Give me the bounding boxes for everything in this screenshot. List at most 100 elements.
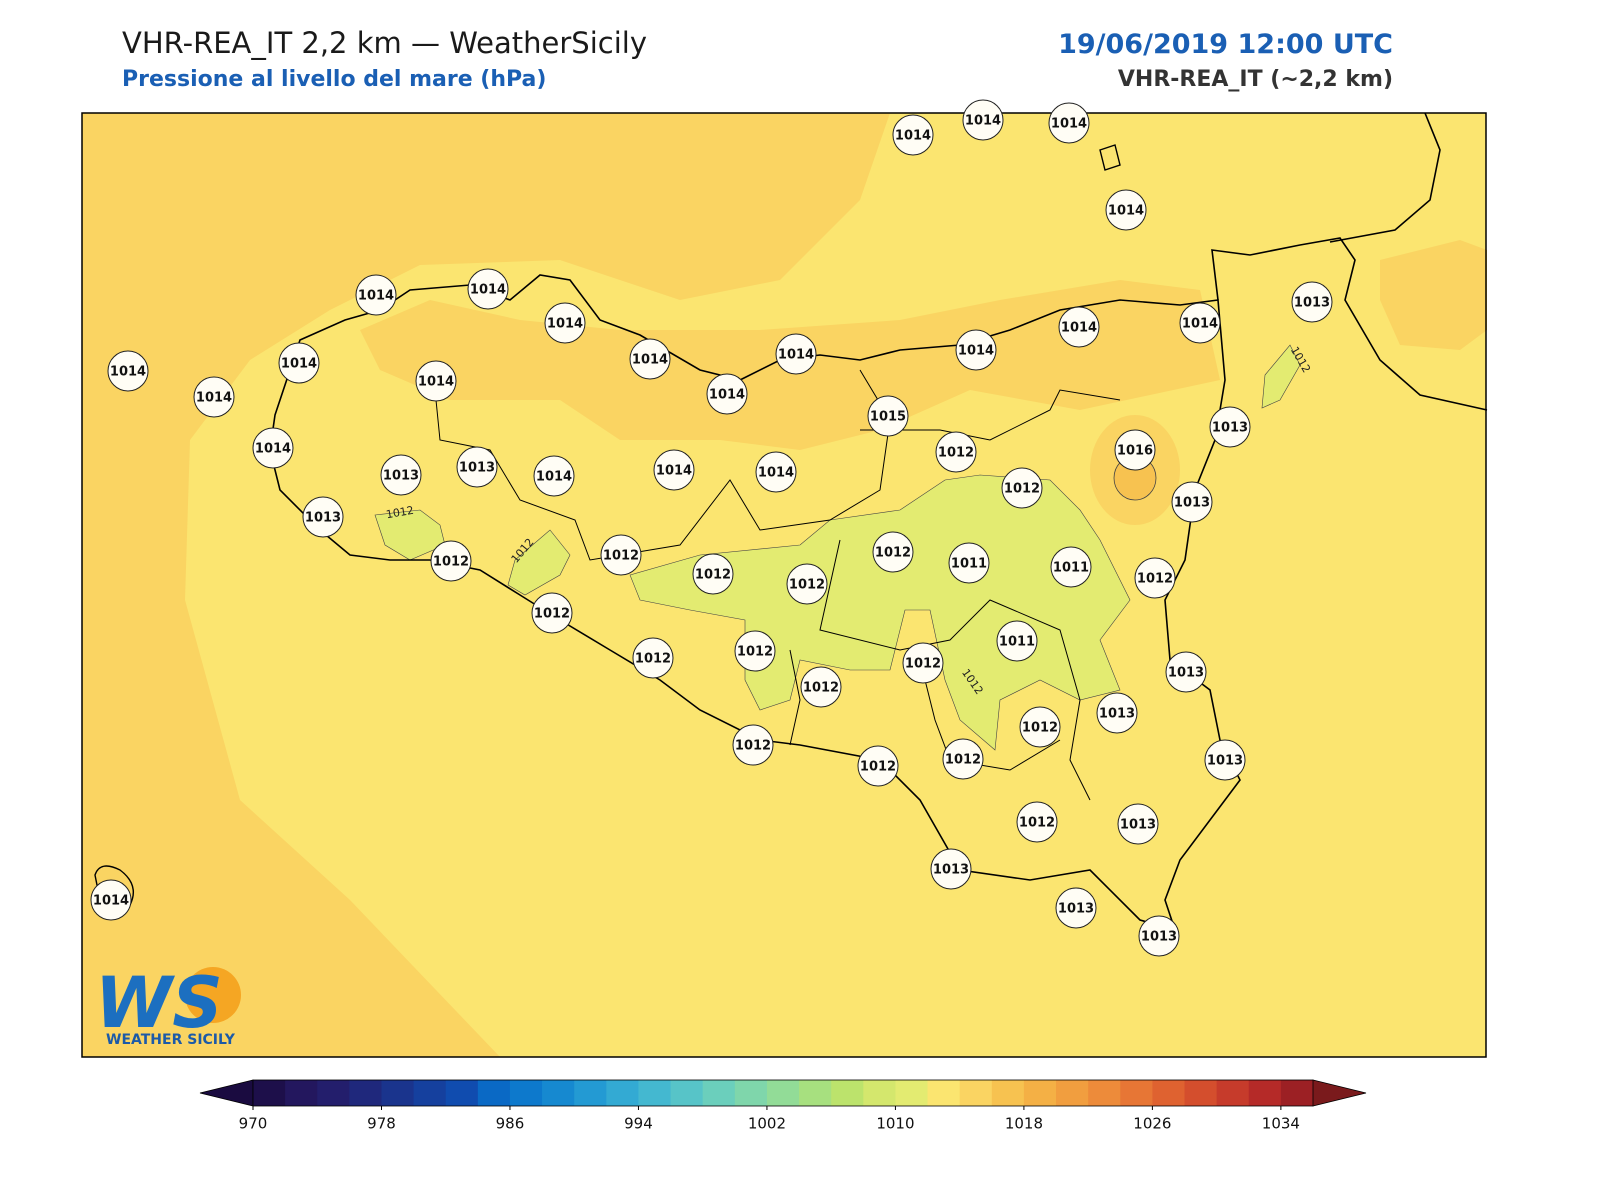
station: 1016 <box>1114 429 1156 471</box>
station-value: 1012 <box>1004 482 1040 497</box>
station-marker <box>1138 915 1180 957</box>
station-marker <box>706 373 748 415</box>
station: 1012 <box>732 724 774 766</box>
logo-mark: WS <box>95 962 223 1044</box>
station: 1013 <box>1204 739 1246 781</box>
station-value: 1014 <box>778 348 814 363</box>
station-marker <box>867 395 909 437</box>
pressure-zone <box>82 113 890 1057</box>
station: 1014 <box>955 329 997 371</box>
island <box>1099 144 1121 171</box>
station-marker <box>996 620 1038 662</box>
colorbar-segment <box>895 1080 929 1106</box>
station-marker <box>942 738 984 780</box>
pressure-zone <box>629 474 1131 751</box>
model: VHR-REA_IT (~2,2 km) <box>1118 67 1393 92</box>
pressure-zone <box>1380 240 1487 350</box>
colorbar-segment <box>670 1080 704 1106</box>
colorbar-segment <box>1248 1080 1282 1106</box>
station-marker <box>1134 557 1176 599</box>
colorbar-segment <box>606 1080 639 1106</box>
station: 1012 <box>1134 557 1176 599</box>
station: 1014 <box>1179 302 1221 344</box>
station-marker <box>955 329 997 371</box>
station-value: 1012 <box>1137 572 1173 587</box>
colorbar-segment <box>1216 1080 1250 1106</box>
station: 1012 <box>857 745 899 787</box>
station-value: 1012 <box>737 645 773 660</box>
station: 1014 <box>278 342 320 384</box>
province-border <box>860 389 1121 441</box>
station-value: 1014 <box>418 375 454 390</box>
colorbar-segment <box>991 1080 1025 1106</box>
province-border <box>434 369 891 561</box>
map <box>81 112 1488 1058</box>
colorbar-segment <box>381 1080 415 1106</box>
colorbar-segment <box>831 1080 864 1106</box>
colorbar-segment <box>863 1080 896 1106</box>
station: 1013 <box>1055 887 1097 929</box>
station-value: 1015 <box>870 410 906 425</box>
station-marker <box>755 451 797 493</box>
colorbar-segment <box>1152 1080 1186 1106</box>
coastline <box>1329 112 1441 243</box>
station-value: 1011 <box>999 635 1035 650</box>
station-value: 1013 <box>933 863 969 878</box>
station-value: 1012 <box>534 607 570 622</box>
station: 1014 <box>355 274 397 316</box>
station: 1014 <box>415 360 457 402</box>
station: 1012 <box>734 630 776 672</box>
station: 1012 <box>692 553 734 595</box>
station-marker <box>533 455 575 497</box>
station: 1011 <box>948 542 990 584</box>
colorbar-segment <box>413 1080 447 1106</box>
station-value: 1014 <box>1061 321 1097 336</box>
province-border <box>819 539 1091 801</box>
station-value: 1016 <box>1117 444 1153 459</box>
colorbar-segment <box>477 1080 511 1106</box>
station-value: 1013 <box>1207 754 1243 769</box>
station-value: 1014 <box>709 388 745 403</box>
station-value: 1013 <box>459 461 495 476</box>
province-border <box>789 649 801 746</box>
station: 1014 <box>107 350 149 392</box>
station-marker <box>1291 281 1333 323</box>
station: 1014 <box>892 114 934 156</box>
title: VHR-REA_IT 2,2 km — WeatherSicily <box>122 26 647 60</box>
station-value: 1013 <box>1168 666 1204 681</box>
station-value: 1013 <box>1141 930 1177 945</box>
station-value: 1011 <box>951 557 987 572</box>
station-value: 1014 <box>281 357 317 372</box>
station: 1014 <box>755 451 797 493</box>
station: 1012 <box>786 563 828 605</box>
station: 1014 <box>653 449 695 491</box>
station: 1014 <box>1105 189 1147 231</box>
coastline <box>1211 237 1488 411</box>
colorbar-tick-label: 1010 <box>876 1115 914 1133</box>
station-value: 1013 <box>1058 902 1094 917</box>
station-value: 1014 <box>895 129 931 144</box>
station-value: 1014 <box>1051 117 1087 132</box>
station: 1011 <box>1050 546 1092 588</box>
station-value: 1014 <box>536 470 572 485</box>
station-value: 1012 <box>1019 816 1055 831</box>
station-marker <box>775 333 817 375</box>
station-value: 1012 <box>635 652 671 667</box>
station-marker <box>193 376 235 418</box>
station-value: 1012 <box>735 739 771 754</box>
station-marker <box>1105 189 1147 231</box>
station-marker <box>1048 102 1090 144</box>
colorbar-segment <box>1023 1080 1057 1106</box>
station-marker <box>629 338 671 380</box>
station-marker <box>892 114 934 156</box>
colorbar-segment <box>317 1080 350 1106</box>
station: 1012 <box>632 637 674 679</box>
station: 1012 <box>1019 706 1061 748</box>
station: 1011 <box>996 620 1038 662</box>
colorbar-segment <box>509 1080 543 1106</box>
station-marker <box>935 431 977 473</box>
logo-caption: WEATHER SICILY <box>106 1032 236 1048</box>
station: 1012 <box>872 531 914 573</box>
station-value: 1012 <box>875 546 911 561</box>
station: 1014 <box>252 427 294 469</box>
